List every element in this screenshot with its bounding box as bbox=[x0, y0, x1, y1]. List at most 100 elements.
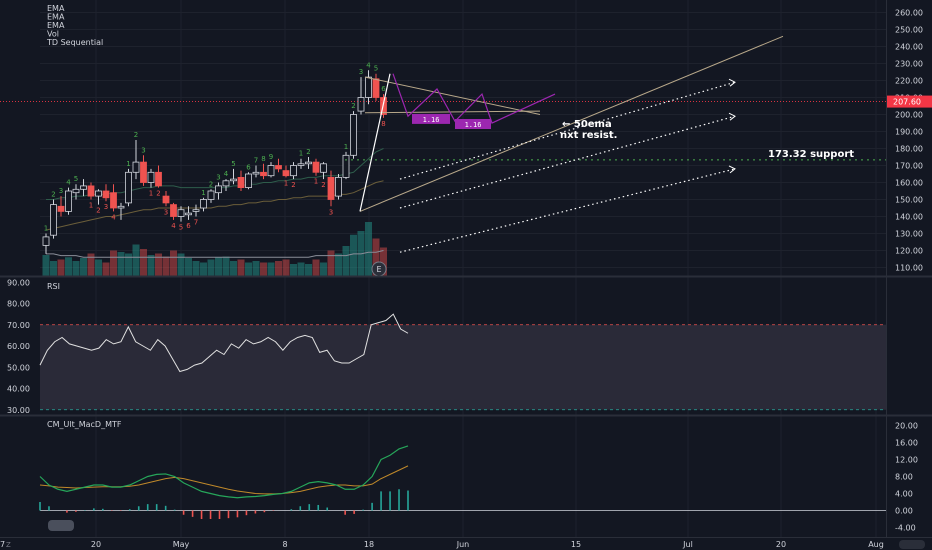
volume-bar bbox=[147, 255, 155, 276]
rsi-line bbox=[39, 313, 409, 373]
candle bbox=[222, 179, 230, 191]
rsi-tick-label: 90.00 bbox=[7, 278, 30, 287]
macd-histogram-bar bbox=[371, 502, 373, 511]
volume-bar bbox=[95, 259, 102, 276]
rsi-tick-label: 70.00 bbox=[7, 321, 30, 330]
pattern-label-box[interactable] bbox=[412, 113, 450, 124]
arrow-head-icon bbox=[728, 165, 736, 174]
td-count-up: 3 bbox=[359, 68, 363, 76]
candle bbox=[267, 162, 275, 178]
volume-bar bbox=[275, 261, 282, 276]
candle-body bbox=[290, 165, 297, 177]
td-count-up: 2 bbox=[351, 102, 355, 110]
candle-body bbox=[320, 163, 327, 173]
impulse-line[interactable] bbox=[359, 73, 391, 212]
volume-bar bbox=[192, 261, 200, 276]
price-axis[interactable]: 260.00250.00240.00230.00220.00210.00200.… bbox=[887, 9, 932, 273]
td-count-up: 1 bbox=[126, 160, 130, 168]
triangle-upper-line[interactable] bbox=[364, 76, 541, 115]
candle bbox=[350, 111, 357, 159]
rsi-tick-label: 60.00 bbox=[7, 342, 30, 351]
td-count-up: 6 bbox=[246, 163, 251, 171]
indicator-legend-item[interactable]: Vol bbox=[47, 30, 59, 39]
macd-histogram-bar bbox=[398, 489, 400, 511]
candle-body bbox=[72, 188, 80, 194]
candle bbox=[117, 202, 125, 220]
support-note[interactable]: 173.32 support bbox=[768, 149, 854, 160]
candle bbox=[140, 155, 147, 186]
time-tick-label: May bbox=[173, 540, 190, 549]
ema-note-line-2[interactable]: nxt resist. bbox=[560, 130, 617, 141]
td-count-down: 1 bbox=[314, 178, 318, 186]
time-tick-label: 20 bbox=[91, 540, 101, 549]
candle bbox=[290, 162, 297, 180]
macd-histogram-bar bbox=[353, 510, 355, 514]
macd-histogram-bar bbox=[173, 509, 176, 511]
candle-body bbox=[177, 209, 185, 217]
pattern-label-box[interactable] bbox=[455, 119, 491, 129]
indicator-legend-item[interactable]: EMA bbox=[47, 4, 65, 13]
candle-body bbox=[95, 190, 102, 197]
ema-line bbox=[46, 148, 384, 200]
macd-pane[interactable] bbox=[39, 445, 886, 531]
rsi-axis[interactable]: 90.00 80.00 70.00 60.00 50.00 40.00 30.00 bbox=[7, 278, 30, 415]
time-tick-label: 20 bbox=[776, 540, 786, 549]
td-count-up: 3 bbox=[59, 187, 63, 195]
indicator-legend-item[interactable]: TD Sequential bbox=[46, 38, 103, 47]
macd-histogram-bar bbox=[75, 510, 77, 512]
settings-corner[interactable] bbox=[899, 540, 925, 549]
candle bbox=[42, 233, 50, 254]
macd-histogram-bar bbox=[191, 510, 194, 517]
indicator-logo-badge[interactable] bbox=[48, 520, 74, 531]
td-count-up: 7 bbox=[254, 157, 258, 165]
candle-body bbox=[87, 185, 95, 197]
macd-histogram-bar bbox=[326, 507, 329, 511]
td-count-up: 1 bbox=[201, 189, 205, 197]
candle-body bbox=[245, 173, 252, 189]
candle bbox=[57, 196, 65, 217]
projection-arrow[interactable] bbox=[399, 115, 736, 209]
timezone-mark[interactable]: Z bbox=[6, 541, 11, 549]
price-tick-label: 120.00 bbox=[895, 247, 923, 256]
macd-tick-label: 20.00 bbox=[895, 422, 918, 431]
ema-note-line-1[interactable]: ← 50ema bbox=[562, 119, 612, 130]
time-axis[interactable]: 20 May 8 18 Jun 15 Jul 20 Aug 17 bbox=[0, 540, 884, 549]
volume-bar bbox=[200, 262, 207, 276]
volume-bar bbox=[222, 256, 230, 276]
candle bbox=[95, 189, 102, 205]
indicator-legend-item[interactable]: EMA bbox=[47, 13, 65, 22]
td-count-up: 2 bbox=[306, 148, 310, 156]
macd-histogram-bar bbox=[389, 491, 391, 511]
volume-bar bbox=[162, 256, 170, 276]
macd-histogram-bar bbox=[362, 509, 364, 511]
rsi-pane[interactable] bbox=[39, 313, 886, 411]
td-count-up: 5 bbox=[74, 175, 78, 183]
macd-axis[interactable]: 20.00 16.00 12.00 8.00 4.00 0.00 -4.00 bbox=[895, 422, 918, 533]
macd-histogram-bar bbox=[128, 509, 131, 511]
triangle-lower-line[interactable] bbox=[364, 110, 541, 114]
macd-histogram-bar bbox=[102, 508, 104, 511]
current-price-tag[interactable] bbox=[887, 95, 932, 108]
macd-histogram-bar bbox=[227, 510, 230, 519]
td-count-down: 2 bbox=[156, 190, 160, 198]
volume-bar bbox=[170, 250, 177, 276]
long-trend-line[interactable] bbox=[359, 35, 784, 212]
indicator-legend-item[interactable]: EMA bbox=[47, 21, 65, 30]
td-count-up: 1 bbox=[344, 143, 348, 151]
time-tick-label: 17 bbox=[0, 540, 5, 549]
volume-bar bbox=[297, 262, 305, 276]
grid-lines bbox=[40, 0, 886, 537]
candle bbox=[282, 165, 290, 178]
candle-body bbox=[335, 176, 342, 197]
volume-bar bbox=[350, 234, 357, 276]
macd-legend[interactable]: CM_Ult_MacD_MTF bbox=[47, 420, 122, 429]
td-count-down: 2 bbox=[321, 181, 325, 189]
pattern-label-text: 1.16 bbox=[423, 116, 440, 124]
pattern-label-text: 1.16 bbox=[465, 121, 482, 129]
rsi-legend[interactable]: RSI bbox=[47, 282, 60, 291]
